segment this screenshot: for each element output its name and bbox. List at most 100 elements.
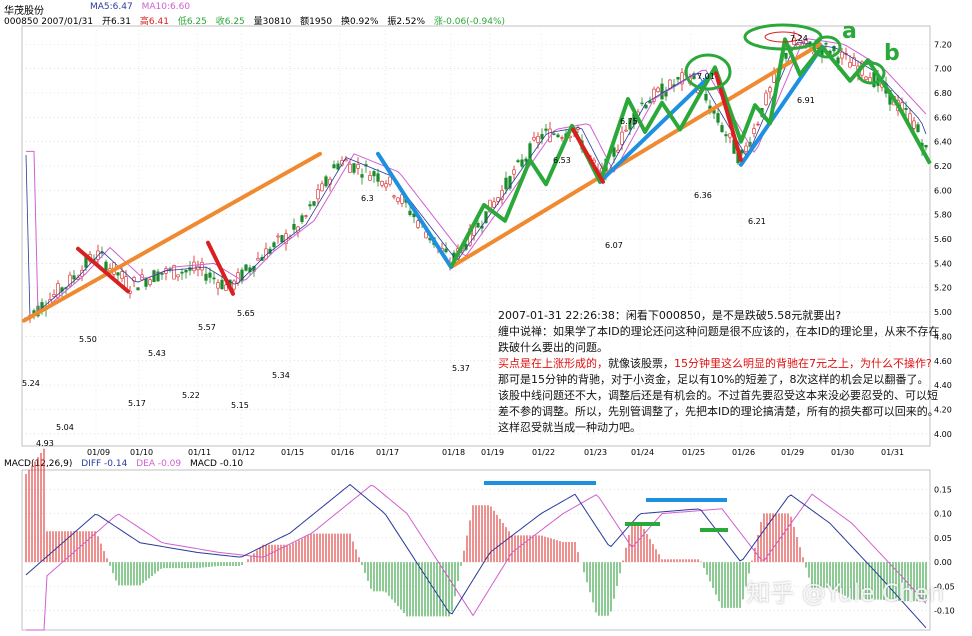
candle-body xyxy=(856,65,860,77)
candle-body xyxy=(748,142,752,147)
candle-body xyxy=(568,135,572,138)
commentary-title: 2007-01-31 22:26:38：闲看下000850，是不是跌破5.58元… xyxy=(498,309,842,322)
ma10-value: MA10:6.60 xyxy=(141,2,191,12)
candle-body xyxy=(616,149,620,153)
macd-header: MACD(12,26,9) DIFF -0.14 DEA -0.09 MACD … xyxy=(4,459,249,469)
candle-body xyxy=(920,142,924,151)
candle-body xyxy=(432,237,436,245)
price-x-tick: 01/19 xyxy=(481,448,504,457)
candle-body xyxy=(704,93,708,101)
price-y-tick: 5.60 xyxy=(934,235,952,244)
candle-body xyxy=(916,124,920,133)
quote-low: 低6.25 xyxy=(177,17,207,27)
candle-body xyxy=(128,290,132,294)
quote-amplitude: 振2.52% xyxy=(387,17,426,27)
candle-body xyxy=(732,139,736,154)
candle-body xyxy=(364,164,368,167)
candle-body xyxy=(680,72,684,85)
ma5-line xyxy=(25,41,927,320)
candle-body xyxy=(224,284,228,291)
red-segment xyxy=(206,240,235,296)
candle-body xyxy=(212,277,216,280)
dea-line xyxy=(26,484,927,631)
candle-body xyxy=(396,197,400,202)
candle-body xyxy=(600,167,604,177)
price-label-5-43: 5.43 xyxy=(148,349,166,358)
quote-row: 000850 2007/01/31 开6.31 高6.41 低6.25 收6.2… xyxy=(4,14,511,27)
candle-body xyxy=(324,176,328,187)
price-label-6-07: 6.07 xyxy=(605,241,623,250)
candle-body xyxy=(36,305,40,317)
candle-body xyxy=(824,43,828,45)
candle-body xyxy=(768,87,772,93)
candle-body xyxy=(32,310,36,314)
orange-trendline xyxy=(449,42,822,270)
candle-body xyxy=(384,183,388,188)
quote-high: 高6.41 xyxy=(139,17,169,27)
price-label-5-65: 5.65 xyxy=(237,309,255,318)
candle-body xyxy=(900,102,904,113)
candle-body xyxy=(876,74,880,86)
candle-body xyxy=(580,140,584,150)
candle-body xyxy=(220,279,224,290)
price-label-5-17: 5.17 xyxy=(128,399,146,408)
candle-body xyxy=(108,268,112,272)
candle-body xyxy=(360,174,364,178)
candle-body xyxy=(372,171,376,177)
candle-body xyxy=(500,190,504,200)
candle-body xyxy=(804,38,808,45)
candle-body xyxy=(48,299,52,306)
circle-marker xyxy=(743,23,823,51)
candle-body xyxy=(632,112,636,125)
candle-body xyxy=(136,287,140,291)
candle-body xyxy=(172,265,176,280)
candle-body xyxy=(296,226,300,233)
candle-body xyxy=(336,163,340,170)
price-x-tick: 01/29 xyxy=(781,448,804,457)
candle-body xyxy=(716,113,720,123)
candle-body xyxy=(464,244,468,250)
price-label-5-37: 5.37 xyxy=(452,364,470,373)
candle-body xyxy=(80,269,84,277)
candle-body xyxy=(572,129,576,133)
candle-body xyxy=(520,159,524,167)
candle-body xyxy=(424,231,428,239)
candle-body xyxy=(368,175,372,181)
price-label-5-57: 5.57 xyxy=(198,323,216,332)
candle-body xyxy=(556,134,560,138)
price-label-7-24: 7.24 xyxy=(790,34,808,43)
candle-body xyxy=(892,96,896,106)
blue-segment xyxy=(739,44,824,167)
candle-body xyxy=(860,61,864,76)
quote-close: 收6.25 xyxy=(215,17,245,27)
circle-marker xyxy=(684,53,732,91)
candle-body xyxy=(272,242,276,248)
candle-body xyxy=(588,155,592,158)
macd-y-tick: 0.05 xyxy=(934,534,952,543)
candle-body xyxy=(696,89,700,94)
quote-open: 开6.31 xyxy=(101,17,132,27)
candle-body xyxy=(624,129,628,132)
macd-y-tick: 0.15 xyxy=(934,485,952,494)
candle-body xyxy=(544,128,548,131)
candle-body xyxy=(604,158,608,176)
candle-body xyxy=(488,199,492,213)
candle-body xyxy=(328,178,332,185)
candle-body xyxy=(780,59,784,61)
candle-body xyxy=(468,228,472,246)
candle-body xyxy=(552,133,556,135)
price-x-tick: 01/25 xyxy=(682,448,705,457)
candle-body xyxy=(348,163,352,173)
candle-body xyxy=(800,43,804,47)
price-y-tick: 6.80 xyxy=(934,89,952,98)
candle-body xyxy=(24,317,28,320)
price-x-tick: 01/16 xyxy=(331,448,354,457)
circle-marker xyxy=(856,61,886,85)
quote-change: 涨-0.06(-0.94%) xyxy=(433,17,506,27)
macd-y-tick: 0.10 xyxy=(934,510,952,519)
candle-body xyxy=(712,110,716,114)
price-label-6-53: 6.53 xyxy=(553,156,571,165)
commentary-p4: 该股中线问题还不大，调整后还是有机会的。不过首先要忍受这本来没必要忍受的、可以短… xyxy=(498,389,939,434)
candle-body xyxy=(304,215,308,217)
